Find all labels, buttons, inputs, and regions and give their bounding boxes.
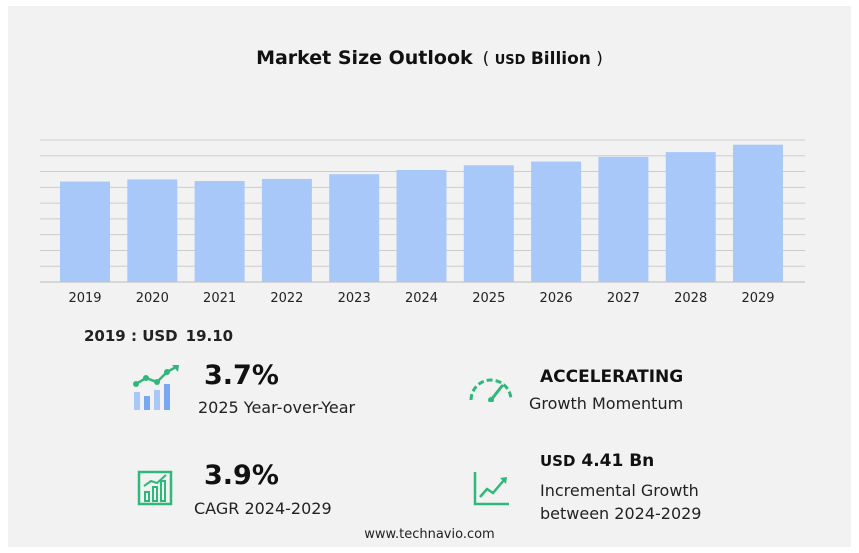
incremental-label-2: between 2024-2029 — [540, 504, 702, 523]
chart-bars — [60, 144, 783, 282]
bar-2022 — [261, 178, 312, 282]
growth-chart-icon — [133, 365, 179, 410]
bar-2019 — [60, 181, 110, 282]
bar-2028 — [665, 152, 716, 282]
incremental-label-1: Incremental Growth — [540, 481, 699, 500]
x-tick-label: 2028 — [674, 291, 707, 306]
x-tick-label: 2027 — [607, 291, 640, 306]
x-tick-label: 2023 — [338, 291, 371, 306]
title-text: Market Size Outlook — [256, 47, 473, 69]
x-tick-label: 2022 — [270, 291, 303, 306]
yoy-value: 3.7% — [204, 360, 279, 391]
trend-line-icon — [473, 472, 509, 506]
x-tick-label: 2026 — [540, 291, 573, 306]
title-unit: ( USD Billion ) — [482, 49, 603, 69]
base-year-label: 2019 : USD — [84, 327, 178, 345]
bar-2023 — [329, 174, 380, 282]
bar-2025 — [463, 165, 514, 282]
x-tick-label: 2021 — [203, 291, 236, 306]
x-tick-label: 2019 — [68, 291, 101, 306]
speedometer-icon — [469, 378, 513, 402]
bar-2029 — [733, 144, 783, 282]
x-tick-label: 2029 — [741, 291, 774, 306]
base-year-value: 19.10 — [185, 327, 234, 345]
incremental-currency: USD — [540, 452, 576, 470]
bar-growth-icon — [137, 470, 173, 506]
incremental-amount: 4.41 Bn — [581, 451, 655, 471]
x-tick-label: 2024 — [405, 291, 438, 306]
bar-2026 — [531, 161, 582, 282]
cagr-label: CAGR 2024-2029 — [194, 499, 332, 518]
chart-x-ticks: 2019 2020 2021 2022 2023 2024 2025 2026 2027 2028… — [68, 291, 774, 306]
bar-2024 — [396, 169, 447, 282]
bar-chart: 2019 2020 2021 2022 2023 2024 2025 2026 2027 2028… — [40, 139, 805, 306]
bar-2021 — [194, 181, 245, 282]
unit-currency: USD — [494, 53, 526, 68]
unit-scale: Billion — [530, 49, 591, 69]
footer-url: www.technavio.com — [364, 527, 495, 542]
bar-2027 — [598, 156, 649, 282]
momentum-value: ACCELERATING — [540, 367, 684, 387]
base-year-stat: 2019 : USD 19.10 — [84, 327, 233, 345]
x-tick-label: 2025 — [472, 291, 505, 306]
momentum-label: Growth Momentum — [529, 394, 684, 413]
cagr-value: 3.9% — [204, 460, 279, 491]
chart-title: Market Size Outlook ( USD Billion ) — [0, 47, 859, 69]
x-tick-label: 2020 — [136, 291, 169, 306]
incremental-value: USD 4.41 Bn — [540, 451, 654, 471]
bar-2020 — [127, 179, 178, 282]
yoy-label: 2025 Year-over-Year — [198, 398, 356, 417]
